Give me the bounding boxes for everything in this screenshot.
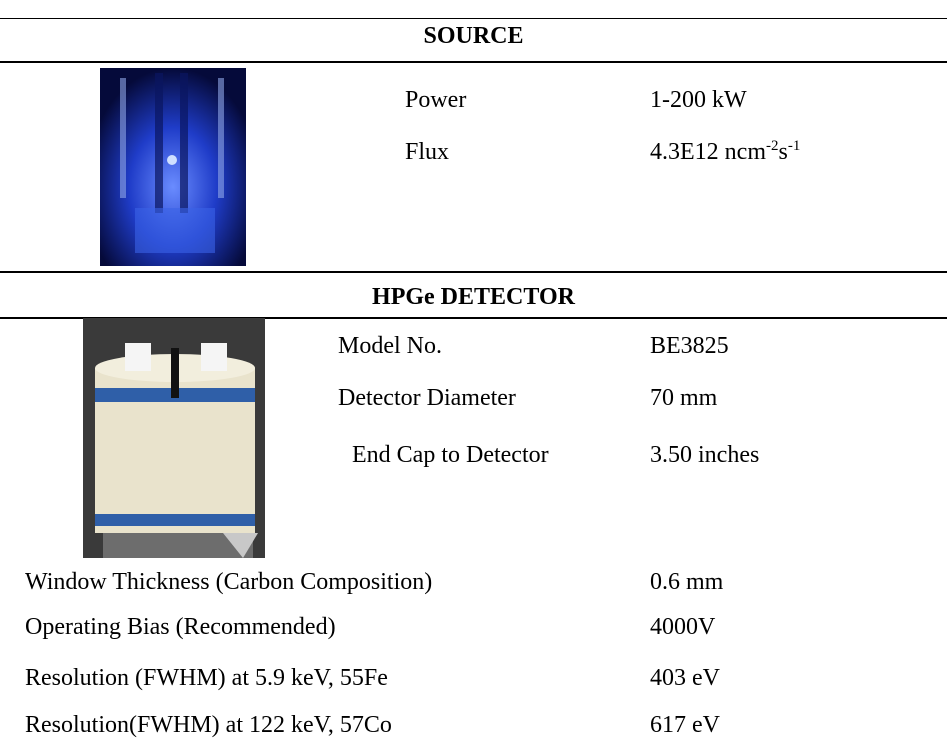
param-value: 3.50 inches: [650, 442, 760, 468]
param-label: Power: [405, 87, 467, 113]
rule: [0, 61, 947, 63]
param-label: Window Thickness (Carbon Composition): [25, 569, 433, 595]
param-value: 403 eV: [650, 665, 720, 691]
reactor-photo: [100, 68, 246, 266]
param-label: Operating Bias (Recommended): [25, 614, 336, 640]
param-value: 4.3E12 ncm-2s-1: [650, 138, 800, 166]
param-value: 4000V: [650, 614, 716, 640]
section-header: SOURCE: [423, 23, 524, 49]
section-header: HPGe DETECTOR: [372, 284, 575, 310]
rule: [0, 317, 947, 319]
param-value: BE3825: [650, 333, 729, 359]
param-value: 617 eV: [650, 712, 720, 738]
superscript: -2: [765, 138, 779, 154]
param-label: Resolution(FWHM) at 122 keV, 57Co: [25, 712, 392, 738]
param-label: Detector Diameter: [338, 385, 516, 411]
rule: [0, 18, 947, 19]
param-label: Resolution (FWHM) at 5.9 keV, 55Fe: [25, 665, 388, 691]
param-label: End Cap to Detector: [352, 442, 549, 468]
superscript: -1: [787, 138, 801, 154]
param-label: Flux: [405, 139, 450, 165]
param-value: 0.6 mm: [650, 569, 724, 595]
detector-photo: [83, 318, 265, 558]
rule: [0, 271, 947, 273]
param-label: Model No.: [338, 333, 442, 359]
text: s: [778, 139, 788, 165]
param-value: 1-200 kW: [650, 87, 747, 113]
param-value: 70 mm: [650, 385, 718, 411]
text: 4.3E12 ncm: [650, 139, 766, 165]
